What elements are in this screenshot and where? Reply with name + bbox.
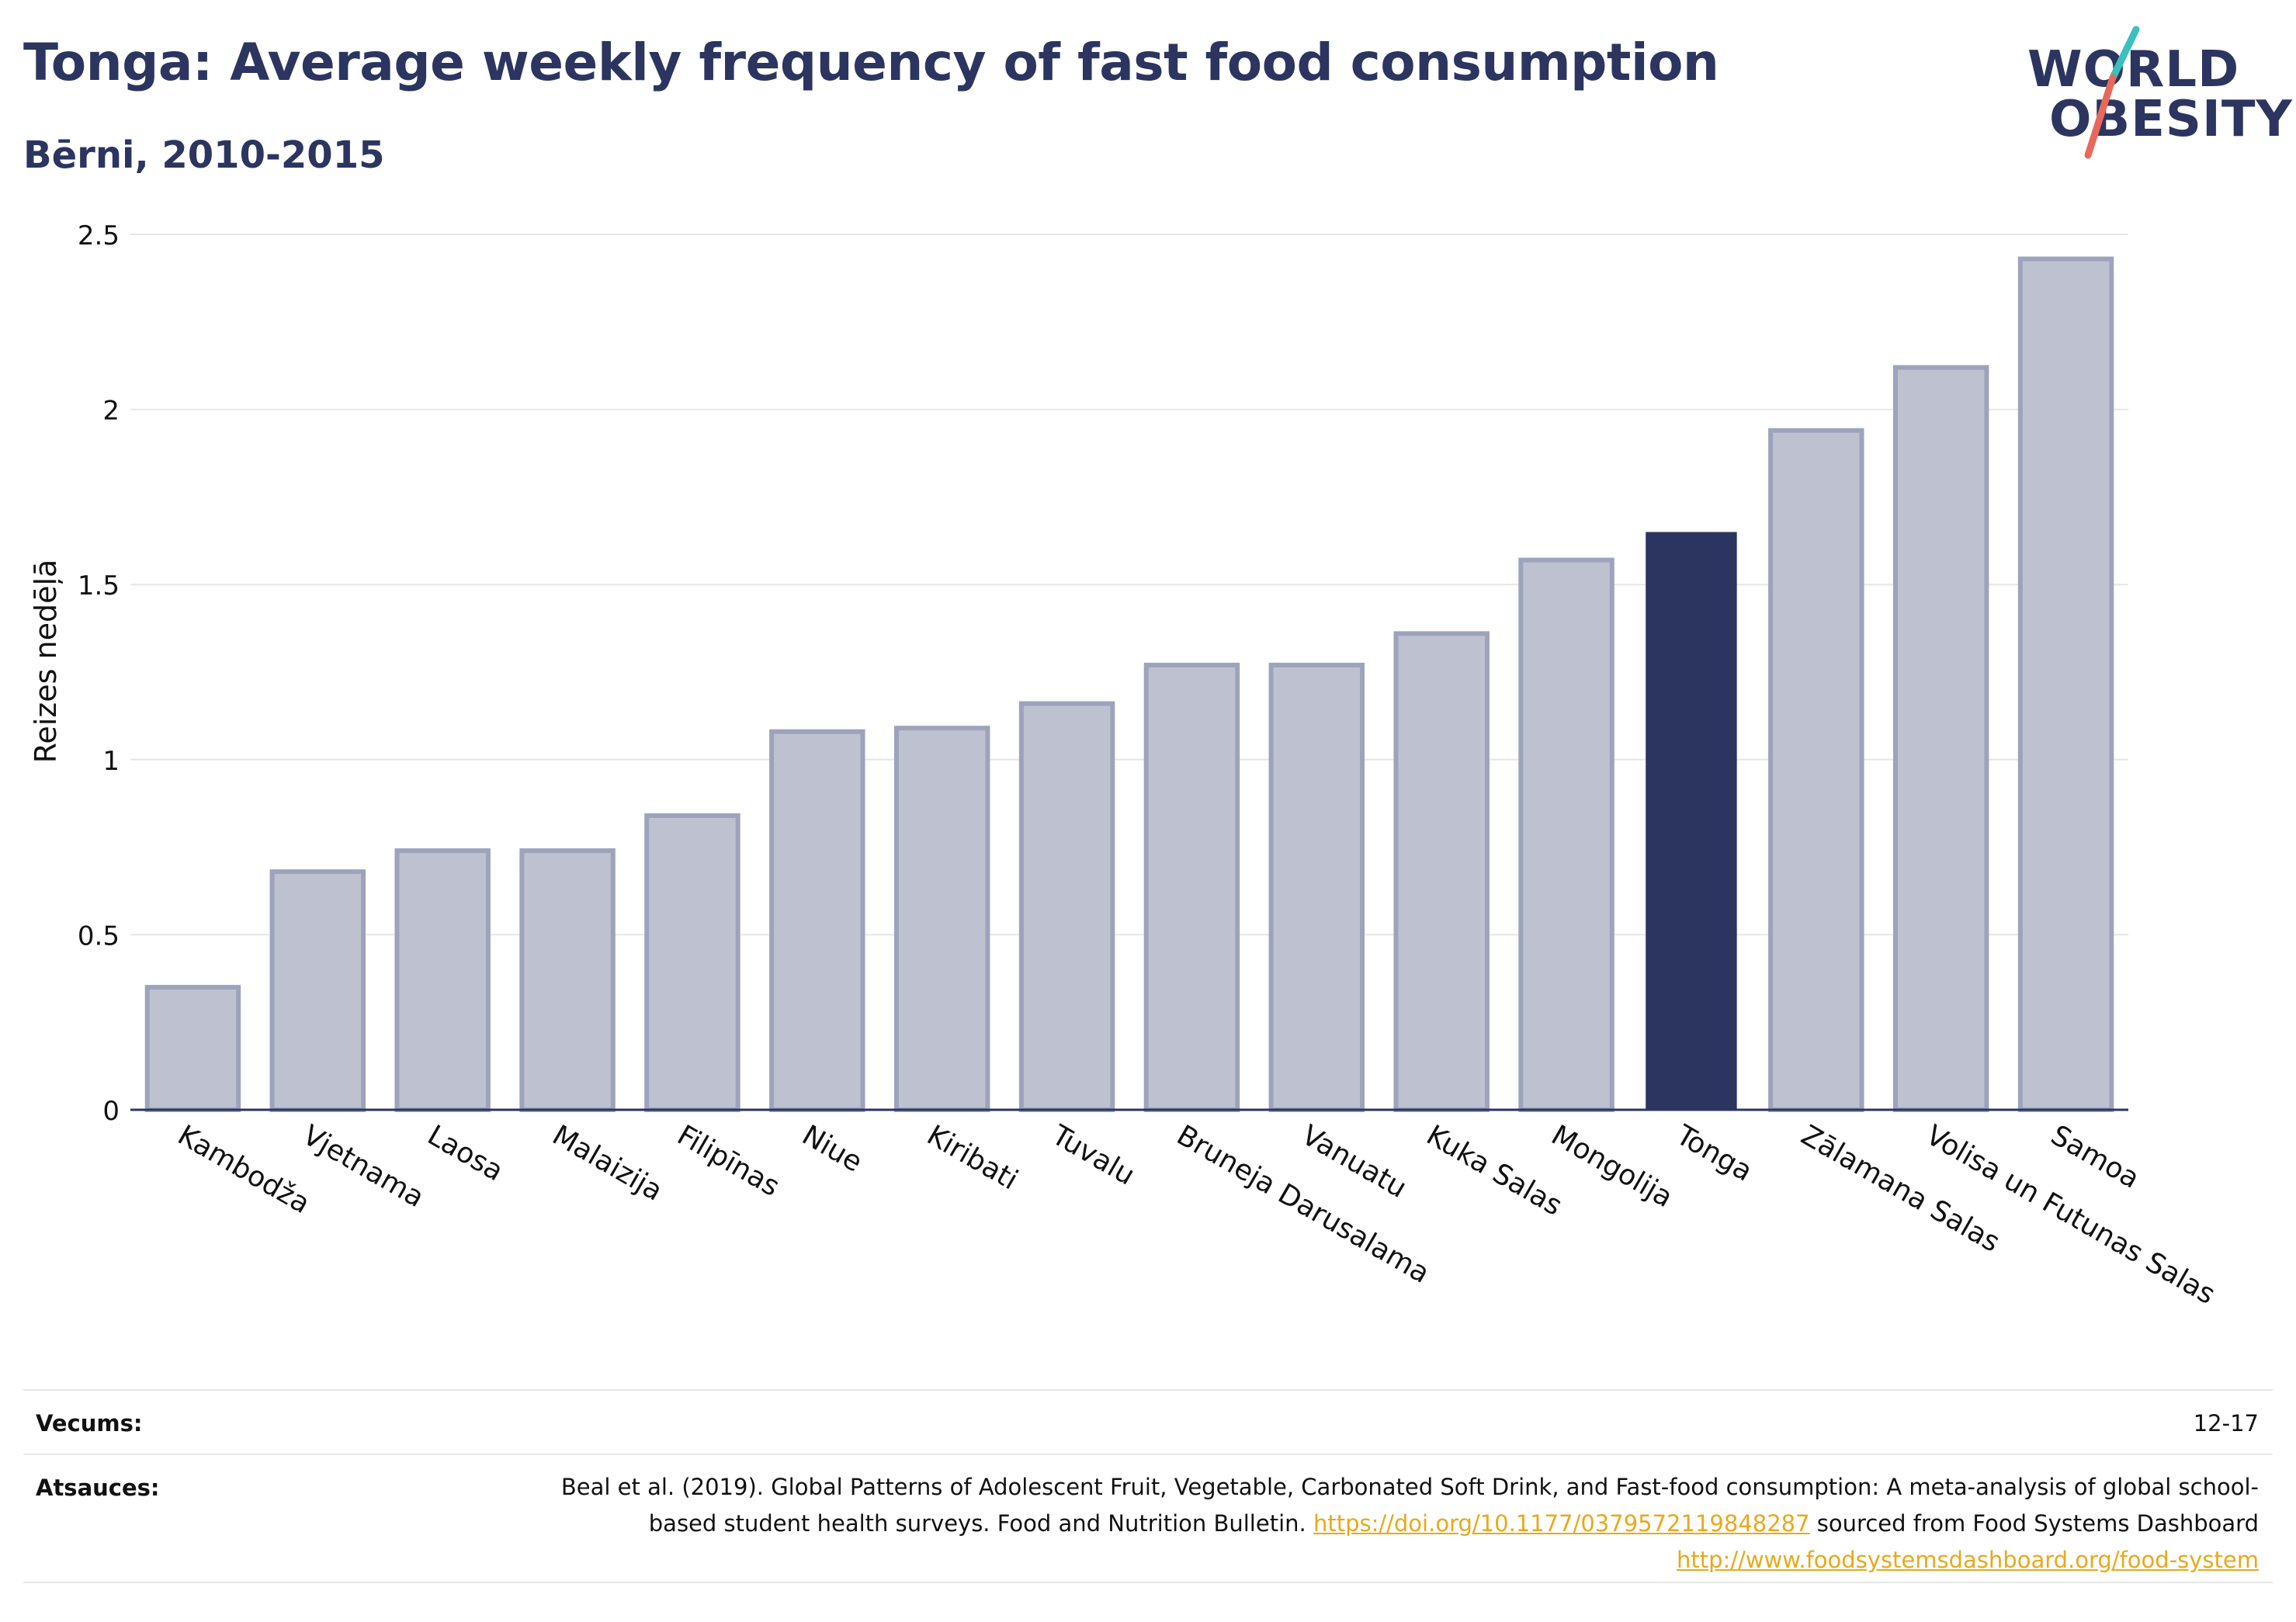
footer-divider [23, 1454, 2273, 1455]
y-axis-ticks: 0 0.5 1 1.5 2 2.5 [78, 220, 120, 1127]
y-tick-label: 0.5 [78, 920, 120, 951]
bar [1143, 662, 1240, 1112]
x-tick-label: Tonga [1670, 1119, 1758, 1188]
chart-subtitle: Bērni, 2010-2015 [23, 133, 385, 177]
x-tick-label: Niue [796, 1119, 867, 1178]
footer-divider [23, 1389, 2273, 1391]
x-tick-label: Mongolija [1546, 1119, 1678, 1214]
bar [1518, 557, 1614, 1112]
x-tick-label: Laosa [422, 1119, 508, 1187]
y-tick-label: 2.5 [78, 220, 120, 251]
bar [1768, 428, 1864, 1112]
bar [1892, 365, 1989, 1112]
bar [1393, 631, 1490, 1112]
footer-divider [23, 1582, 2273, 1583]
sources-text-2: sourced from Food Systems Dashboard [1809, 1510, 2259, 1537]
sources-text: Beal et al. (2019). Global Patterns of A… [520, 1469, 2259, 1579]
chart-title: Tonga: Average weekly frequency of fast … [23, 33, 1719, 92]
y-tick-label: 2 [102, 396, 120, 427]
bar [769, 729, 865, 1112]
bar [2017, 256, 2114, 1113]
x-tick-label: Kuka Salas [1421, 1119, 1568, 1222]
x-tick-label: Malaizija [547, 1119, 668, 1208]
x-tick-label: Filipīnas [671, 1119, 785, 1203]
y-tick-label: 1 [102, 746, 120, 777]
world-obesity-logo: WORLD OBESITY [2026, 23, 2292, 163]
bar [144, 985, 241, 1112]
logo-slash-icon [2084, 26, 2140, 159]
bar [1018, 701, 1115, 1112]
y-tick-label: 0 [102, 1096, 120, 1127]
age-label: Vecums: [36, 1410, 143, 1437]
x-tick-label: Tuvalu [1046, 1119, 1139, 1192]
bar [519, 848, 616, 1113]
bar [893, 726, 990, 1113]
sources-text-1: Beal et al. (2019). Global Patterns of A… [560, 1474, 2259, 1537]
x-tick-label: Kiribati [921, 1119, 1023, 1196]
logo-line-2: OBESITY [2049, 91, 2293, 148]
bar [394, 848, 491, 1113]
logo-line-1: WORLD [2027, 41, 2240, 99]
x-tick-label: Vjetnama [297, 1119, 429, 1214]
y-axis-label: Reizes nedēļā [29, 560, 63, 764]
bar [269, 869, 366, 1112]
bar-highlight [1646, 532, 1737, 1110]
x-tick-label: Kambodža [172, 1119, 315, 1220]
doi-link[interactable]: https://doi.org/10.1177/0379572119848287 [1313, 1510, 1810, 1537]
age-value: 12-17 [2193, 1410, 2259, 1437]
y-tick-label: 1.5 [78, 570, 120, 601]
bars [144, 256, 2114, 1113]
x-tick-label: Samoa [2045, 1119, 2145, 1195]
dashboard-link[interactable]: http://www.foodsystemsdashboard.org/food… [1677, 1547, 2259, 1573]
bar [1268, 662, 1365, 1112]
sources-label: Atsauces: [36, 1475, 160, 1501]
bar [644, 813, 740, 1112]
